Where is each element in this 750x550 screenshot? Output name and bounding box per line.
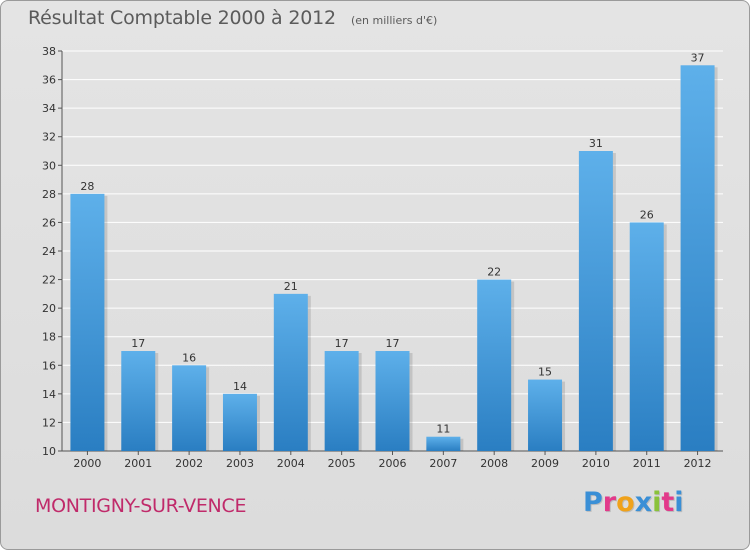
data-label: 22 xyxy=(487,266,501,279)
x-tick-label: 2010 xyxy=(582,457,610,470)
data-label: 26 xyxy=(640,208,654,221)
x-tick-label: 2003 xyxy=(226,457,254,470)
logo-letter: x xyxy=(634,487,653,518)
x-tick-label: 2004 xyxy=(277,457,305,470)
y-tick-label: 36 xyxy=(42,74,56,87)
data-label: 28 xyxy=(80,180,94,193)
x-tick-label: 2005 xyxy=(328,457,356,470)
y-tick-label: 32 xyxy=(42,131,56,144)
logo-letter: r xyxy=(602,487,617,518)
chart-title: Résultat Comptable 2000 à 2012 xyxy=(28,7,336,29)
bar xyxy=(222,393,257,451)
title-row: Résultat Comptable 2000 à 2012 (en milli… xyxy=(28,7,437,29)
bar xyxy=(477,279,512,451)
data-label: 31 xyxy=(589,137,603,150)
data-label: 16 xyxy=(182,351,196,364)
data-label: 17 xyxy=(386,337,400,350)
logo-letter: P xyxy=(583,487,603,518)
bar xyxy=(528,379,563,451)
y-tick-label: 14 xyxy=(42,388,56,401)
y-tick-label: 38 xyxy=(42,45,56,58)
bar xyxy=(375,351,410,451)
bar xyxy=(426,436,461,451)
logo-letter: t xyxy=(661,487,675,518)
x-tick-label: 2006 xyxy=(379,457,407,470)
y-tick-label: 12 xyxy=(42,416,56,429)
logo-letter: i xyxy=(674,487,684,518)
commune-name: MONTIGNY-SUR-VENCE xyxy=(35,495,247,517)
x-tick-label: 2002 xyxy=(175,457,203,470)
y-tick-label: 30 xyxy=(42,159,56,172)
bar xyxy=(629,222,664,451)
bar xyxy=(324,351,359,451)
x-tick-label: 2007 xyxy=(429,457,457,470)
data-label: 21 xyxy=(284,280,298,293)
x-tick-label: 2008 xyxy=(480,457,508,470)
bar xyxy=(578,151,613,451)
x-tick-label: 2012 xyxy=(684,457,712,470)
bar xyxy=(273,293,308,451)
logo-letter: o xyxy=(616,487,635,518)
data-label: 14 xyxy=(233,380,247,393)
y-tick-label: 26 xyxy=(42,216,56,229)
x-tick-label: 2009 xyxy=(531,457,559,470)
logo-letter: i xyxy=(652,487,662,518)
data-label: 17 xyxy=(335,337,349,350)
y-tick-label: 16 xyxy=(42,359,56,372)
y-tick-label: 28 xyxy=(42,188,56,201)
data-label: 37 xyxy=(691,51,705,64)
x-tick-label: 2001 xyxy=(124,457,152,470)
x-tick-label: 2011 xyxy=(633,457,661,470)
bar xyxy=(172,365,207,451)
y-tick-label: 10 xyxy=(42,445,56,458)
bar xyxy=(70,193,105,451)
x-tick-label: 2000 xyxy=(73,457,101,470)
y-tick-label: 22 xyxy=(42,274,56,287)
y-tick-label: 20 xyxy=(42,302,56,315)
y-tick-label: 34 xyxy=(42,102,56,115)
data-label: 11 xyxy=(436,423,450,436)
bar xyxy=(121,351,156,451)
bar xyxy=(680,65,715,452)
y-tick-label: 24 xyxy=(42,245,56,258)
data-label: 15 xyxy=(538,366,552,379)
chart-subtitle: (en milliers d'€) xyxy=(350,14,438,27)
y-tick-label: 18 xyxy=(42,331,56,344)
data-label: 17 xyxy=(131,337,145,350)
